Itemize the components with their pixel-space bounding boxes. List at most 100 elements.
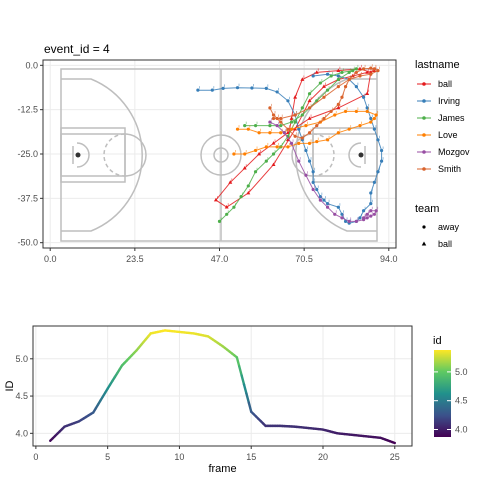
track-point-love [304,124,308,128]
track-point-love [268,131,272,135]
id-y-axis-label: ID [4,380,16,391]
track-point-james [268,124,272,128]
track-point-love [279,131,283,135]
right-rim [358,152,364,158]
track-point-ball [365,91,370,96]
court-chart-title: event_id = 4 [44,42,110,56]
track-point-irving [307,159,312,163]
team-legend-label-ball: ball [438,239,452,249]
track-point-irving [361,95,366,99]
id-line-segment [235,356,241,368]
left-restricted-arc [76,142,90,168]
track-point-smith [336,102,340,106]
track-point-love [257,131,261,135]
track-point-irving [365,106,369,110]
track-point-irving [369,116,373,121]
track-point-ball [271,162,276,166]
track-point-mozgov [325,205,330,209]
track-point-smith [354,70,358,75]
track-point-irving [354,85,358,89]
track-point-irving [376,170,380,174]
track-point-smith [293,134,297,138]
track-point-love [369,120,373,124]
track-point-mozgov [361,216,366,220]
track-point-ball [300,77,305,81]
legend-label-ball: ball [438,79,452,89]
track-point-love [372,116,376,121]
track-point-irving [340,212,344,216]
track-point-irving [376,138,380,142]
id-line-segment [240,374,246,386]
track-point-mozgov [275,124,279,128]
track-point-ball [314,70,319,74]
track-point-love [354,109,358,114]
court-x-tick-label: 0.0 [44,254,57,264]
track-point-smith [372,67,376,71]
track-point-smith [361,67,366,71]
team-legend-label-away: away [438,222,460,232]
court-y-tick-label: -50.0 [17,238,38,248]
track-point-smith [300,136,304,140]
court-x-tick-label: 23.5 [126,254,144,264]
track-point-irving [264,86,268,90]
legend-swatch-point-james [422,116,426,120]
id-x-axis: 0 5 10 15 20 25 [33,446,400,462]
id-y-tick-label: 5.0 [15,354,28,364]
track-point-smith [275,116,279,121]
center-circle-outer [200,134,242,176]
track-point-smith [358,74,362,78]
track-point-james [307,92,312,96]
track-point-irving [311,74,315,78]
track-point-mozgov [318,198,322,202]
id-line-segment [245,392,251,404]
id-panel-border [32,325,413,447]
legend-label-love: Love [438,130,458,140]
track-point-mozgov [365,212,369,216]
track-point-love [286,145,290,149]
court-panel: event_id = 4 0.0 23.5 47.0 70.5 94 [17,42,397,264]
track-point-irving [304,148,308,153]
track-point-smith [340,95,344,99]
colorbar-tick-label: 4.0 [455,425,468,435]
legend-label-mozgov: Mozgov [438,147,470,157]
track-point-james [318,81,322,85]
track-point-irving [379,148,384,153]
id-plot-area [33,326,412,446]
track-point-james [336,77,340,82]
track-point-ball [224,205,229,209]
track-point-ball [257,151,262,156]
track-point-mozgov [354,219,358,223]
track-point-smith [293,113,297,117]
legend-label-smith: Smith [438,164,461,174]
id-panel: 0 5 10 15 20 25 4.0 4.5 5.0 frame ID [4,325,413,475]
track-point-love [315,139,319,144]
player-tracks [196,64,384,225]
track-point-mozgov [333,212,337,216]
track-point-james [300,113,304,117]
track-point-love [343,109,348,114]
track-point-smith [315,124,319,128]
track-point-ball [213,197,218,202]
track-point-james [225,212,229,216]
track-point-irving [336,205,340,209]
track-point-james [271,152,276,156]
track-point-james [325,88,330,92]
track-point-james [246,184,250,188]
lastname-legend-title: lastname [415,59,460,71]
track-point-mozgov [340,216,344,220]
track-point-james [243,124,247,128]
track-point-love [275,145,279,149]
legend-swatch-point-mozgov [422,150,426,154]
track-point-ball [368,70,373,74]
track-point-smith [343,85,348,89]
left-free-throw-arc [124,133,147,177]
court-y-tick-label: 0.0 [25,60,38,70]
track-point-mozgov [369,209,373,213]
track-point-love [232,152,236,156]
court-x-axis: 0.0 23.5 47.0 70.5 94.0 [44,248,398,264]
track-point-love [264,145,268,149]
id-line-segment [391,440,396,445]
id-y-tick-label: 4.5 [15,391,28,401]
center-circle-inner [213,147,229,163]
